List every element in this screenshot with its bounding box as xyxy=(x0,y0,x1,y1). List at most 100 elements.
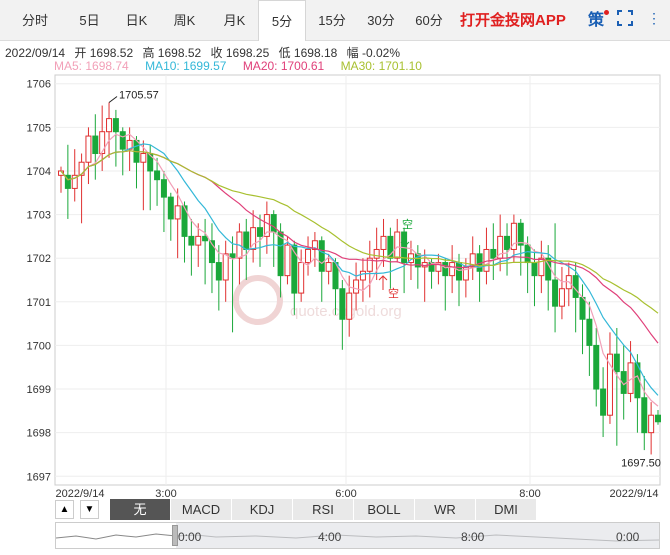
indicator-tab-2[interactable]: KDJ xyxy=(232,499,293,520)
candle-body xyxy=(181,205,188,237)
candle-body xyxy=(174,205,181,220)
candle-body xyxy=(202,235,209,242)
tab-7[interactable]: 30分 xyxy=(367,13,395,28)
x-tick-label: 6:00 xyxy=(335,488,356,500)
candle-body xyxy=(373,248,380,259)
candle-body xyxy=(208,240,215,264)
signal-label: 空 xyxy=(402,217,413,231)
indicator-tab-4[interactable]: BOLL xyxy=(354,499,415,520)
notification-dot xyxy=(604,10,610,15)
y-tick-label: 1702 xyxy=(27,253,51,265)
tab-5[interactable]: 5分 xyxy=(258,0,306,41)
signal-arrow-down xyxy=(400,232,410,247)
candle-body xyxy=(215,262,222,281)
y-tick-label: 1706 xyxy=(27,79,51,91)
navigator-handle[interactable] xyxy=(172,525,178,546)
scroll-left-button[interactable]: ▲ xyxy=(55,500,74,519)
x-tick-label: 3:00 xyxy=(155,488,176,500)
y-tick-label: 1698 xyxy=(27,428,51,440)
indicator-tab-6[interactable]: DMI xyxy=(476,499,537,520)
candle-body xyxy=(78,161,85,176)
watermark-logo xyxy=(233,275,283,325)
candle-body xyxy=(366,257,373,272)
ma-legend: MA5: 1698.74 MA10: 1699.57 MA20: 1700.61… xyxy=(54,59,435,73)
open-app-link[interactable]: 打开金投网APP xyxy=(460,12,566,29)
candle-body xyxy=(92,135,99,155)
candle-body xyxy=(490,248,497,259)
candle-body xyxy=(305,248,312,264)
candle-body xyxy=(250,227,257,250)
candle-body xyxy=(318,240,325,272)
candle-body xyxy=(394,231,401,259)
indicator-tab-3[interactable]: RSI xyxy=(293,499,354,520)
candle-body xyxy=(284,244,291,277)
candle-body xyxy=(311,240,318,250)
candle-body xyxy=(558,288,565,307)
signal-label: 空 xyxy=(388,286,399,300)
candle-body xyxy=(85,135,92,163)
candle-body xyxy=(510,222,517,250)
candle-body xyxy=(263,214,270,237)
tab-2[interactable]: 日K xyxy=(125,13,148,28)
tab-3[interactable]: 周K xyxy=(173,13,196,28)
candle-body xyxy=(188,235,195,246)
strategy-label: 策 xyxy=(588,12,605,29)
fullscreen-icon[interactable] xyxy=(617,10,633,26)
candle-body xyxy=(449,262,456,277)
candle-body xyxy=(222,253,229,281)
more-icon[interactable]: ⋮ xyxy=(647,10,661,26)
candle-body xyxy=(346,292,353,320)
plot-frame xyxy=(54,74,661,486)
strategy-button[interactable]: 策 xyxy=(588,0,610,40)
candle-body xyxy=(504,235,511,250)
high-pointer xyxy=(108,96,118,103)
candle-body xyxy=(64,174,71,189)
tab-8[interactable]: 60分 xyxy=(415,13,443,28)
tab-1[interactable]: 5日 xyxy=(79,13,100,28)
candle-body xyxy=(195,235,202,246)
candlestick-chart[interactable]: 1706 1705 1704 1703 1702 1701 1700 1699 1698 1697… xyxy=(0,0,670,500)
candle-body xyxy=(414,253,421,268)
candle-body xyxy=(456,262,462,281)
period-tabs: 分时 5日 日K 周K 月K 5分 15分 30分 60分 xyxy=(0,0,670,41)
candle-body xyxy=(167,196,174,220)
candle-body xyxy=(442,262,449,277)
navigator-window[interactable] xyxy=(176,523,659,548)
candle-body xyxy=(154,170,161,181)
tab-6[interactable]: 15分 xyxy=(318,13,346,28)
candle-body xyxy=(229,253,236,259)
y-tick-label: 1699 xyxy=(27,384,51,396)
indicator-tab-0[interactable]: 无 xyxy=(110,499,171,520)
navigator-tick: 8:00 xyxy=(461,530,485,544)
info-low: 低 1698.18 xyxy=(278,46,338,60)
tab-0[interactable]: 分时 xyxy=(21,13,48,28)
time-navigator[interactable]: 0:00 4:00 8:00 0:00 xyxy=(55,522,660,549)
y-tick-label: 1701 xyxy=(27,297,51,309)
scroll-right-button[interactable]: ▼ xyxy=(80,500,99,519)
ma10-label: MA10: 1699.57 xyxy=(145,59,227,73)
candle-body xyxy=(339,288,346,320)
indicator-tab-1[interactable]: MACD xyxy=(171,499,232,520)
info-open: 开 1698.52 xyxy=(74,46,134,60)
watermark: quote.cngold.org xyxy=(290,303,402,320)
candle-body xyxy=(58,170,64,176)
candle-body xyxy=(552,279,559,307)
info-high: 高 1698.52 xyxy=(142,46,202,60)
candle-body xyxy=(106,118,113,133)
ma20-label: MA20: 1700.61 xyxy=(242,59,325,73)
high-label: 1705.57 xyxy=(119,89,159,101)
indicator-tab-5[interactable]: WR xyxy=(415,499,476,520)
candle-body xyxy=(257,227,263,237)
candle-body xyxy=(243,231,250,250)
candle-body xyxy=(291,244,298,294)
candle-body xyxy=(586,318,593,346)
candle-body xyxy=(648,414,655,434)
ma30-line xyxy=(60,150,659,314)
candle-body xyxy=(380,235,387,250)
navigator-tick: 0:00 xyxy=(616,530,640,544)
candle-body xyxy=(579,296,586,320)
tab-4[interactable]: 月K xyxy=(223,13,246,28)
candle-body xyxy=(99,131,106,155)
candle-body xyxy=(359,270,366,281)
x-tick-label: 8:00 xyxy=(519,488,540,500)
